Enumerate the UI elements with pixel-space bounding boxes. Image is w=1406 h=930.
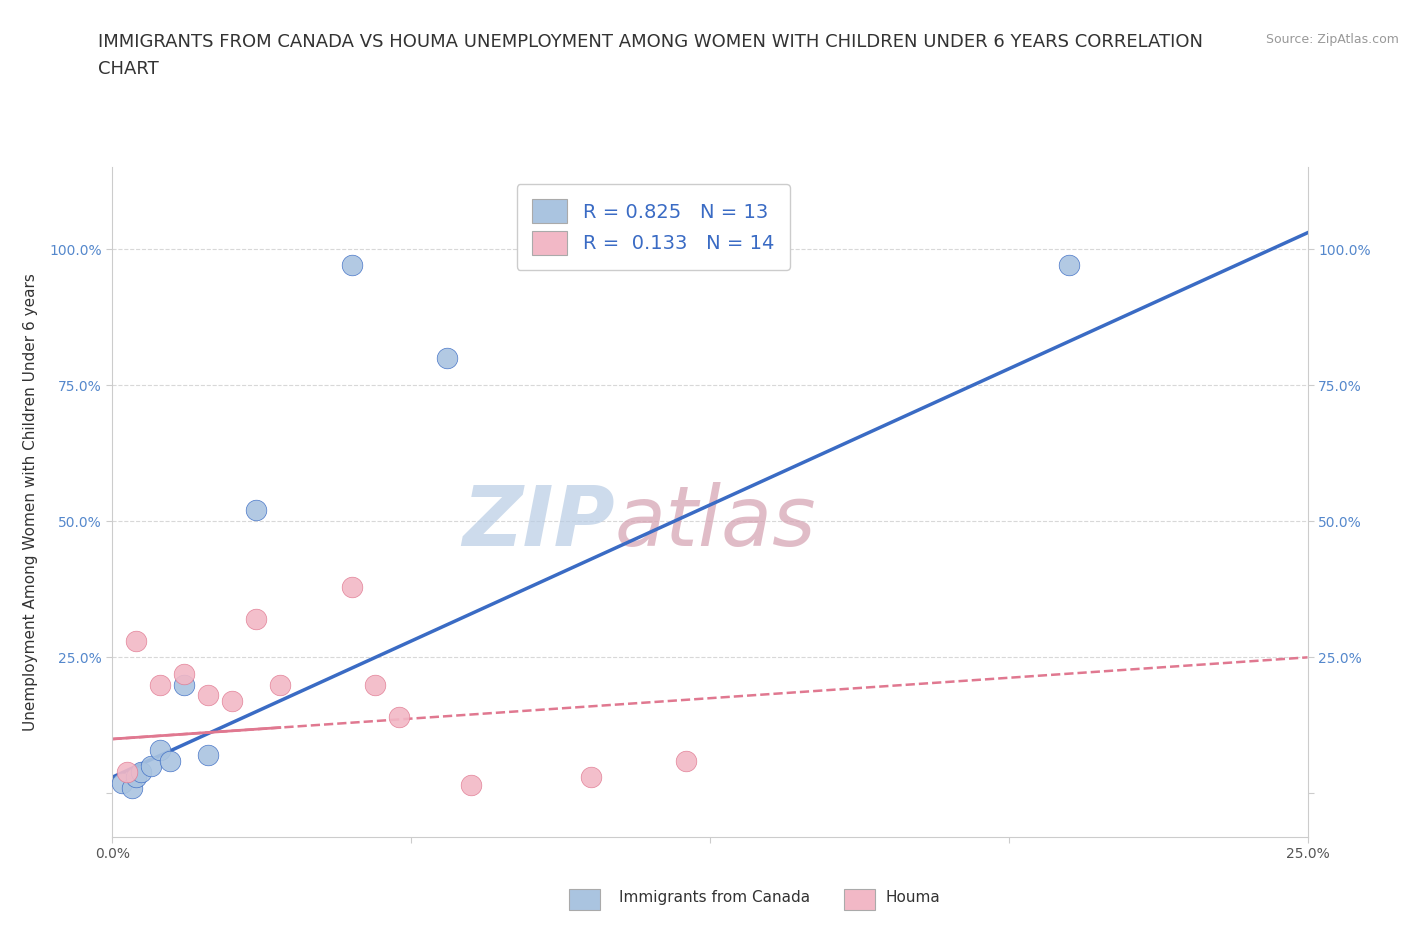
- Y-axis label: Unemployment Among Women with Children Under 6 years: Unemployment Among Women with Children U…: [24, 273, 38, 731]
- Point: [245, 612, 267, 627]
- Point: [340, 258, 363, 272]
- Point: [436, 351, 458, 365]
- Legend: R = 0.825   N = 13, R =  0.133   N = 14: R = 0.825 N = 13, R = 0.133 N = 14: [516, 184, 790, 270]
- Point: [1057, 258, 1080, 272]
- Text: Source: ZipAtlas.com: Source: ZipAtlas.com: [1265, 33, 1399, 46]
- Text: Houma: Houma: [886, 890, 941, 905]
- Point: [197, 688, 219, 703]
- Point: [125, 770, 148, 785]
- Point: [340, 579, 363, 594]
- Point: [269, 677, 291, 692]
- Point: [460, 777, 482, 792]
- Point: [197, 748, 219, 763]
- Text: ZIP: ZIP: [461, 482, 614, 563]
- Text: CHART: CHART: [98, 60, 159, 78]
- Text: IMMIGRANTS FROM CANADA VS HOUMA UNEMPLOYMENT AMONG WOMEN WITH CHILDREN UNDER 6 Y: IMMIGRANTS FROM CANADA VS HOUMA UNEMPLOY…: [98, 33, 1204, 50]
- Point: [221, 694, 243, 709]
- Point: [149, 742, 172, 757]
- Point: [173, 677, 195, 692]
- Point: [245, 503, 267, 518]
- Point: [139, 759, 162, 774]
- Point: [675, 753, 697, 768]
- Point: [111, 775, 134, 790]
- Text: atlas: atlas: [614, 482, 815, 563]
- Point: [115, 764, 138, 779]
- Point: [149, 677, 172, 692]
- Point: [364, 677, 387, 692]
- Point: [129, 764, 152, 779]
- Point: [125, 633, 148, 648]
- Point: [173, 666, 195, 681]
- Point: [121, 780, 143, 795]
- Point: [159, 753, 181, 768]
- Text: Immigrants from Canada: Immigrants from Canada: [619, 890, 810, 905]
- Point: [579, 770, 602, 785]
- Point: [388, 710, 411, 724]
